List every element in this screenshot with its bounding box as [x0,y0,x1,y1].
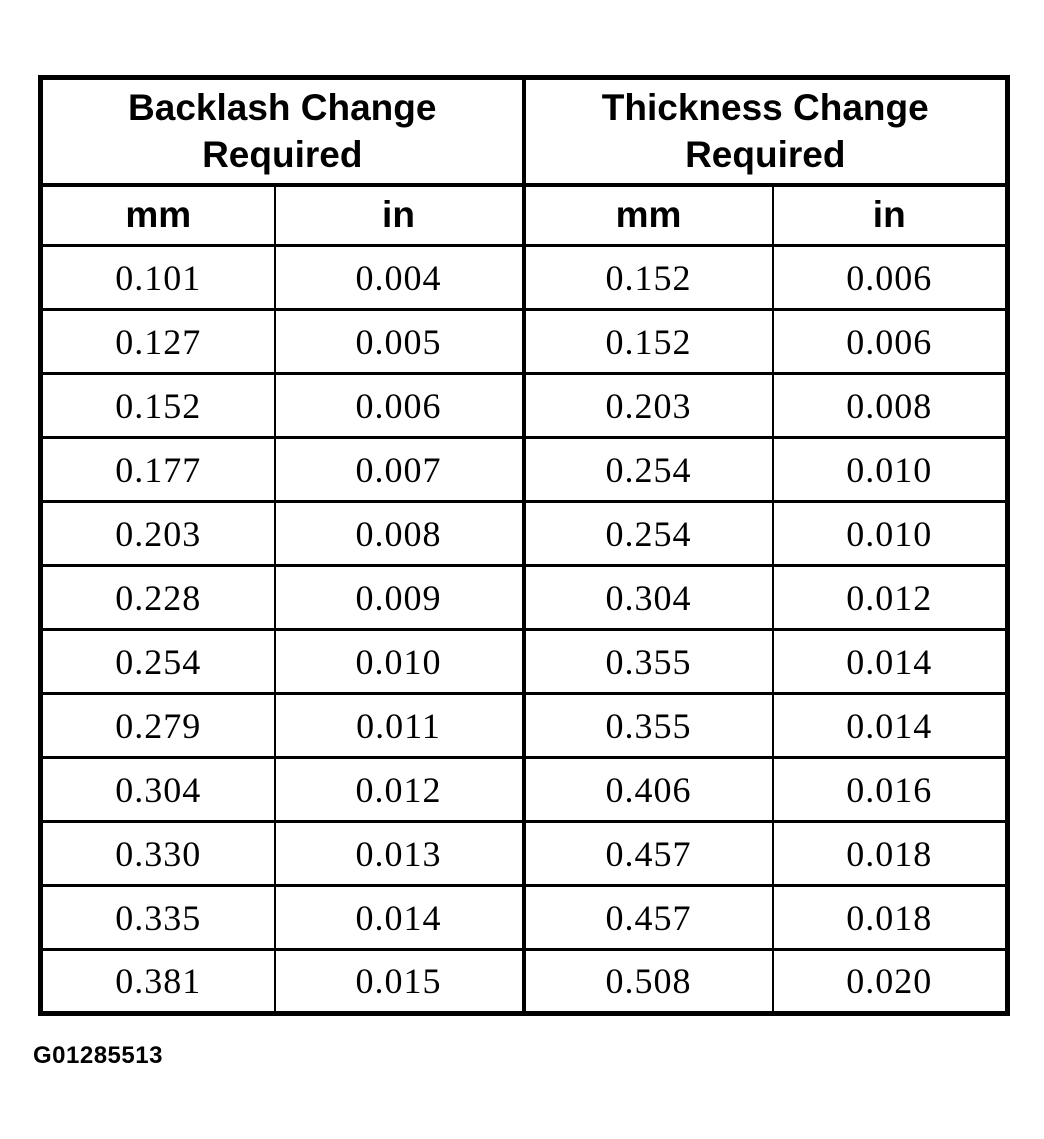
group-header-backlash-label: Backlash Change Required [128,86,437,176]
value-cell: 0.152 [521,244,774,311]
value-cell: 0.015 [273,948,525,1015]
value-cell: 0.152 [39,372,276,439]
value-cell: 0.010 [273,628,525,695]
unit-header-thickness-mm: mm [521,183,774,247]
value-cell: 0.013 [273,820,525,887]
table-row: 0.330 0.013 0.457 0.018 [39,820,1009,887]
table-row: 0.279 0.011 0.355 0.014 [39,692,1009,759]
value-cell: 0.355 [521,628,774,695]
value-cell: 0.006 [273,372,525,439]
value-cell: 0.254 [521,500,774,567]
value-cell: 0.457 [521,820,774,887]
table-row: 0.335 0.014 0.457 0.018 [39,884,1009,951]
value-cell: 0.018 [771,820,1009,887]
value-cell: 0.335 [39,884,276,951]
value-cell: 0.006 [771,308,1009,375]
value-cell: 0.011 [273,692,525,759]
value-cell: 0.203 [39,500,276,567]
value-cell: 0.014 [771,628,1009,695]
table-row: 0.152 0.006 0.203 0.008 [39,372,1009,439]
value-cell: 0.381 [39,948,276,1015]
table-row: 0.254 0.010 0.355 0.014 [39,628,1009,695]
value-cell: 0.228 [39,564,276,631]
unit-header-backlash-in: in [273,183,525,247]
value-cell: 0.012 [273,756,525,823]
group-header-backlash: Backlash Change Required [39,76,525,187]
unit-header-backlash-mm: mm [39,183,276,247]
value-cell: 0.010 [771,436,1009,503]
value-cell: 0.508 [521,948,774,1015]
value-cell: 0.004 [273,244,525,311]
unit-header-row: mm in mm in [39,183,1009,247]
table-row: 0.304 0.012 0.406 0.016 [39,756,1009,823]
value-cell: 0.007 [273,436,525,503]
group-header-thickness: Thickness Change Required [521,76,1009,187]
value-cell: 0.152 [521,308,774,375]
value-cell: 0.018 [771,884,1009,951]
value-cell: 0.008 [771,372,1009,439]
unit-header-thickness-in: in [771,183,1009,247]
value-cell: 0.355 [521,692,774,759]
value-cell: 0.014 [771,692,1009,759]
value-cell: 0.006 [771,244,1009,311]
value-cell: 0.010 [771,500,1009,567]
figure-id-caption: G01285513 [33,1042,163,1069]
table-row: 0.177 0.007 0.254 0.010 [39,436,1009,503]
value-cell: 0.020 [771,948,1009,1015]
table-row: 0.228 0.009 0.304 0.012 [39,564,1009,631]
value-cell: 0.457 [521,884,774,951]
table-row: 0.127 0.005 0.152 0.006 [39,308,1009,375]
value-cell: 0.016 [771,756,1009,823]
value-cell: 0.304 [39,756,276,823]
value-cell: 0.203 [521,372,774,439]
value-cell: 0.127 [39,308,276,375]
value-cell: 0.005 [273,308,525,375]
table-row: 0.101 0.004 0.152 0.006 [39,244,1009,311]
value-cell: 0.008 [273,500,525,567]
group-header-row: Backlash Change Required Thickness Chang… [39,76,1009,187]
table-row: 0.203 0.008 0.254 0.010 [39,500,1009,567]
value-cell: 0.012 [771,564,1009,631]
value-cell: 0.254 [521,436,774,503]
table-row: 0.381 0.015 0.508 0.020 [39,948,1009,1015]
value-cell: 0.009 [273,564,525,631]
value-cell: 0.279 [39,692,276,759]
value-cell: 0.406 [521,756,774,823]
value-cell: 0.254 [39,628,276,695]
group-header-thickness-label: Thickness Change Required [601,86,929,176]
value-cell: 0.304 [521,564,774,631]
value-cell: 0.014 [273,884,525,951]
value-cell: 0.177 [39,436,276,503]
backlash-thickness-table: Backlash Change Required Thickness Chang… [38,75,1010,1016]
value-cell: 0.101 [39,244,276,311]
value-cell: 0.330 [39,820,276,887]
